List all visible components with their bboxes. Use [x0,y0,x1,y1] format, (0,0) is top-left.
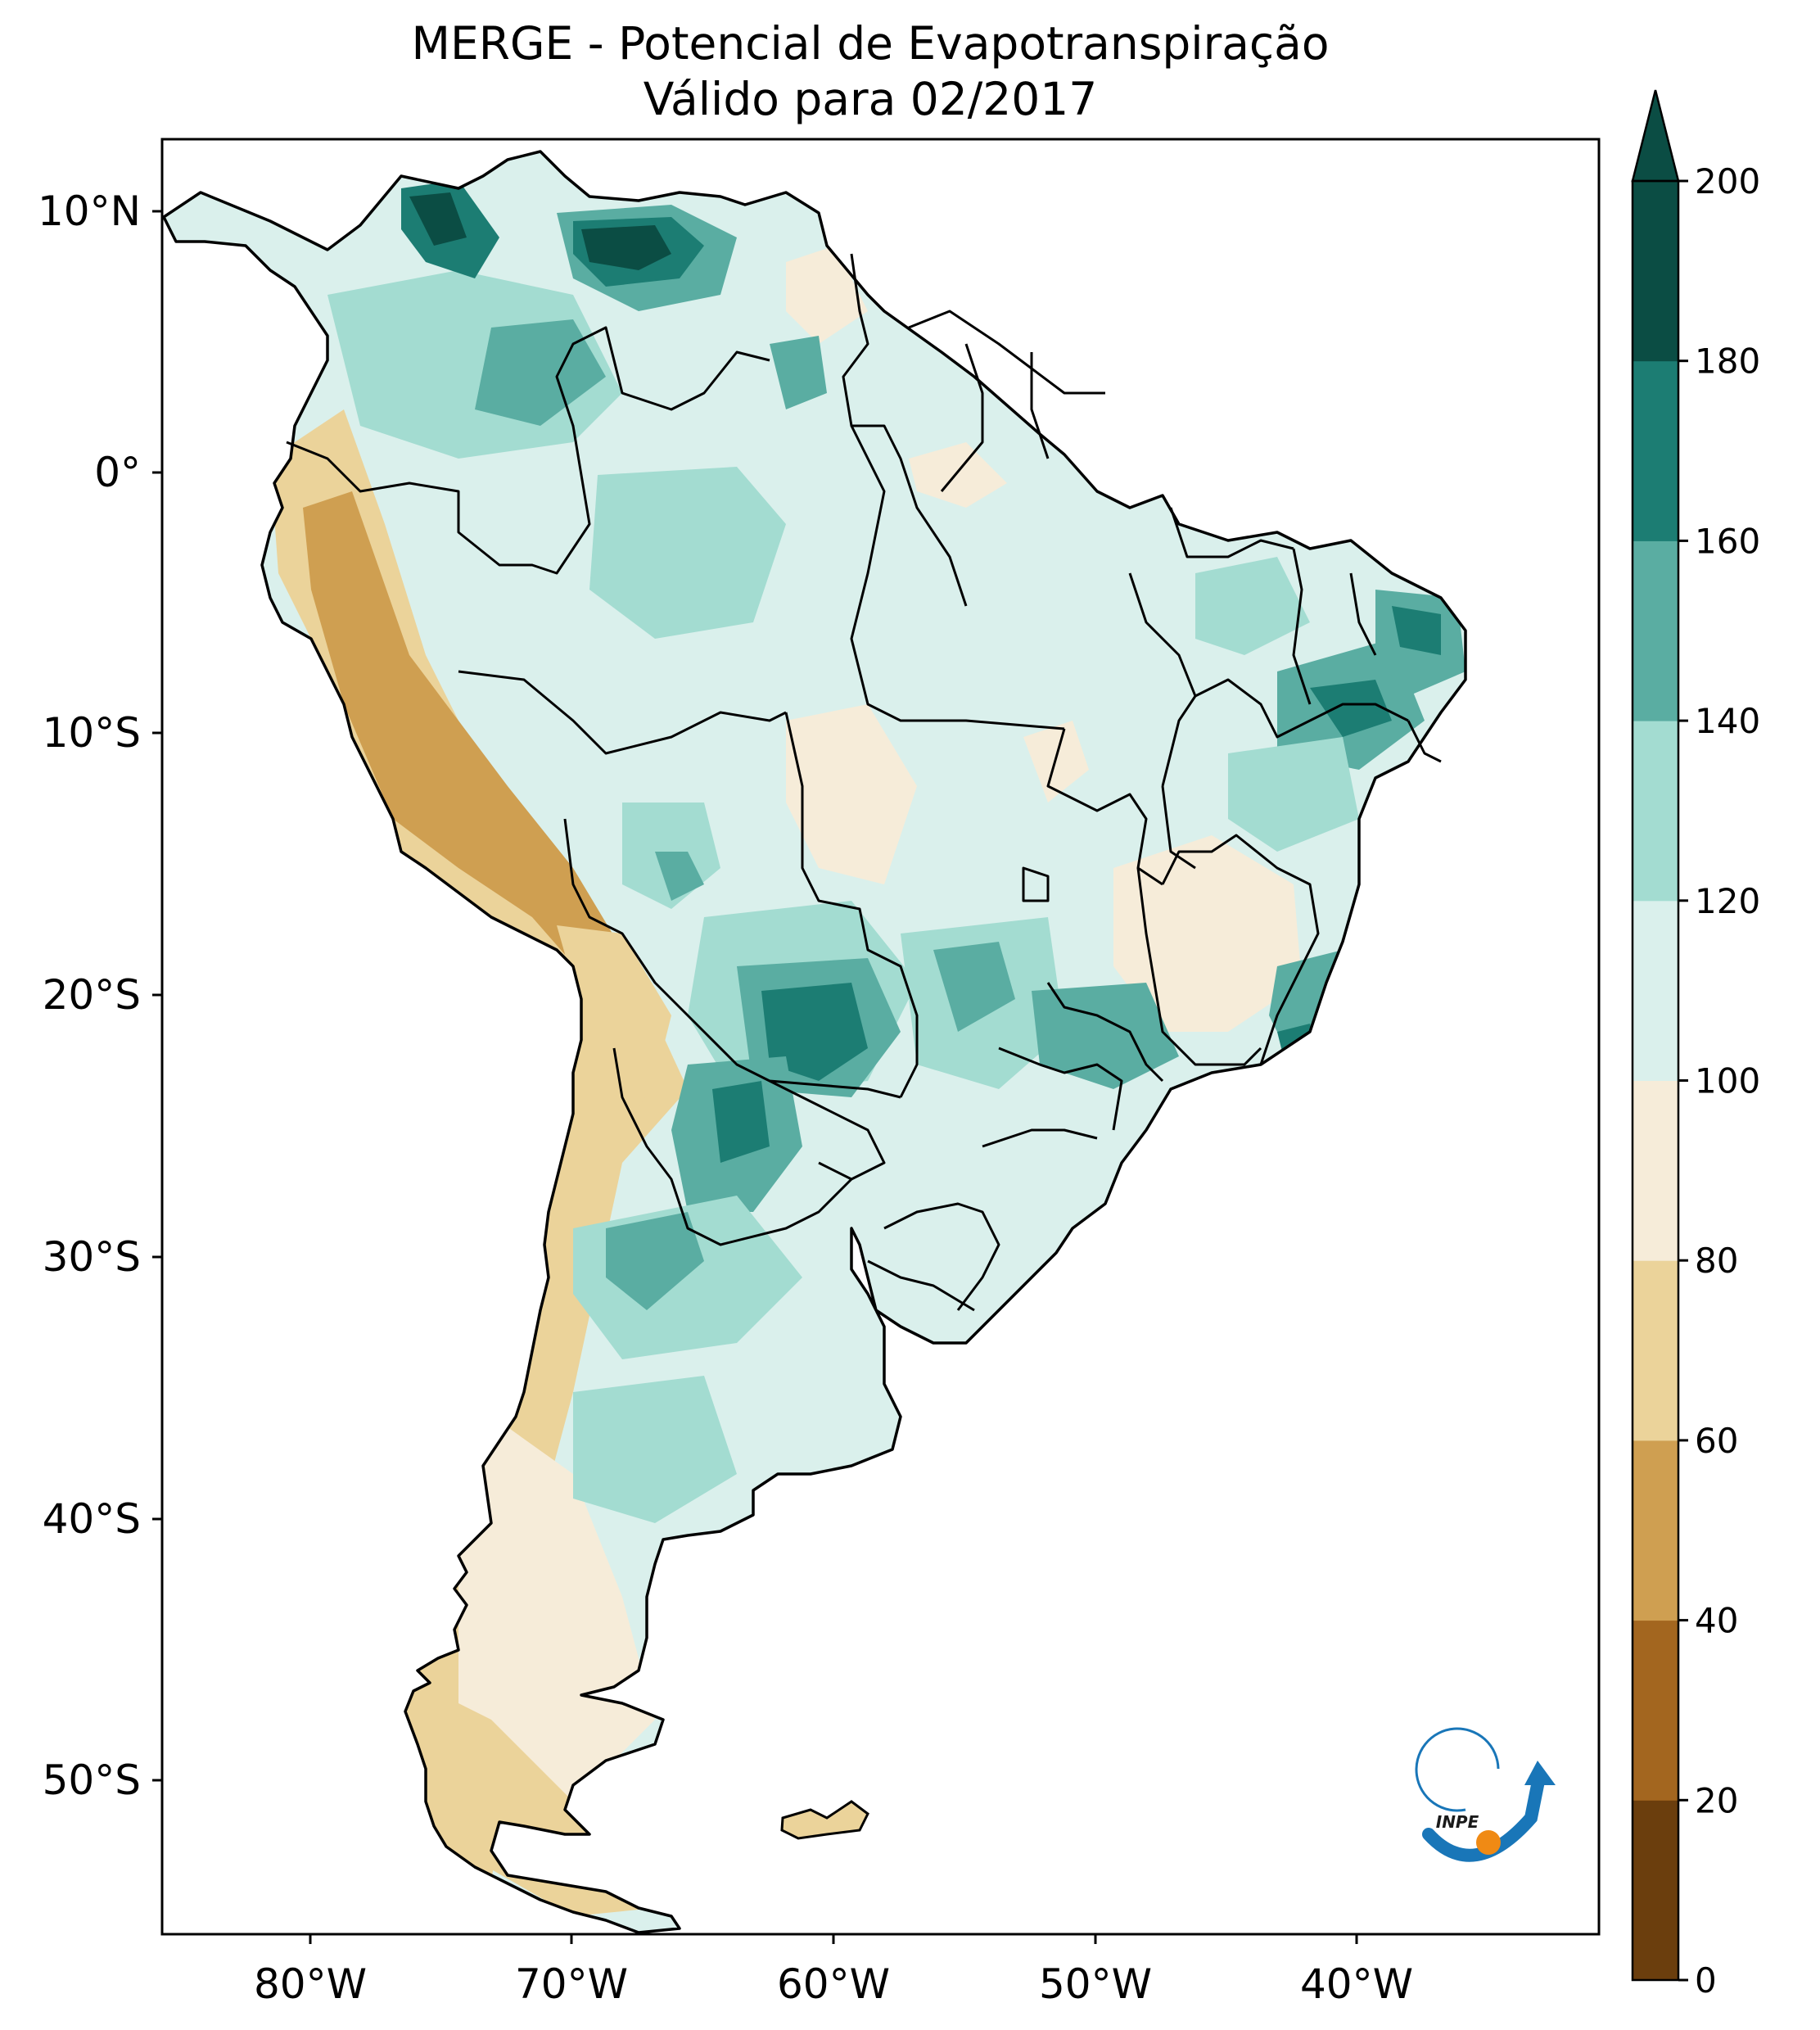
map-frame [160,138,1601,1936]
x-tick-label: 60°W [777,1960,890,2008]
inpe-logo-text: INPE [1436,1812,1479,1832]
x-tick-label: 40°W [1300,1960,1413,2008]
colorbar-bin [1633,1440,1678,1621]
colorbar-bin [1633,721,1678,902]
title-line-2: Válido para 02/2017 [644,73,1098,125]
colorbar-extend-arrow [1631,89,1680,183]
colorbar-bin [1633,1080,1678,1261]
y-tick-label: 20°S [43,971,141,1019]
colorbar-tick-label: 160 [1695,521,1760,561]
x-tick-label: 80°W [254,1960,367,2008]
colorbar-bin [1633,540,1678,721]
colorbar-bin [1633,1620,1678,1801]
x-tick-label: 50°W [1039,1960,1152,2008]
colorbar-tick-label: 180 [1695,341,1760,382]
colorbar-bin [1633,900,1678,1081]
colorbar-tick-label: 0 [1695,1960,1717,2001]
y-axis: 10°N 0° 10°S 20°S 30°S 40°S 50°S [38,188,162,1804]
colorbar-tick-label: 80 [1695,1241,1738,1281]
colorbar: 0 20 40 60 80 100 120 140 160 180 200 [1631,89,1760,2001]
x-tick-label: 70°W [515,1960,628,2008]
x-axis: 80°W 70°W 60°W 50°W 40°W [254,1934,1413,2008]
y-tick-label: 30°S [43,1233,141,1281]
colorbar-tick-label: 40 [1695,1601,1738,1641]
colorbar-tick-label: 100 [1695,1061,1760,1101]
y-tick-label: 10°N [38,188,141,235]
y-tick-label: 50°S [43,1756,141,1804]
falkland-islands [780,1800,869,1840]
colorbar-tick-label: 200 [1695,161,1760,201]
y-tick-label: 40°S [43,1495,141,1543]
colorbar-tick-label: 60 [1695,1421,1738,1461]
colorbar-bin [1633,360,1678,541]
inpe-logo: INPE [1415,1727,1556,1862]
title-line-1: MERGE - Potencial de Evapotranspiração [411,17,1329,70]
colorbar-tick-label: 120 [1695,881,1760,921]
map-area: 80°W 70°W 60°W 50°W 40°W 10°N 0° 10°S 20… [38,138,1601,2008]
political-borders [286,253,1442,1312]
colorbar-bin [1633,181,1678,362]
y-tick-label: 10°S [43,709,141,757]
colorbar-tick-label: 20 [1695,1780,1738,1820]
colorbar-tick-label: 140 [1695,701,1760,741]
colorbar-bin [1633,1260,1678,1441]
colorbar-bin [1633,1800,1678,1981]
y-tick-label: 0° [94,449,141,496]
